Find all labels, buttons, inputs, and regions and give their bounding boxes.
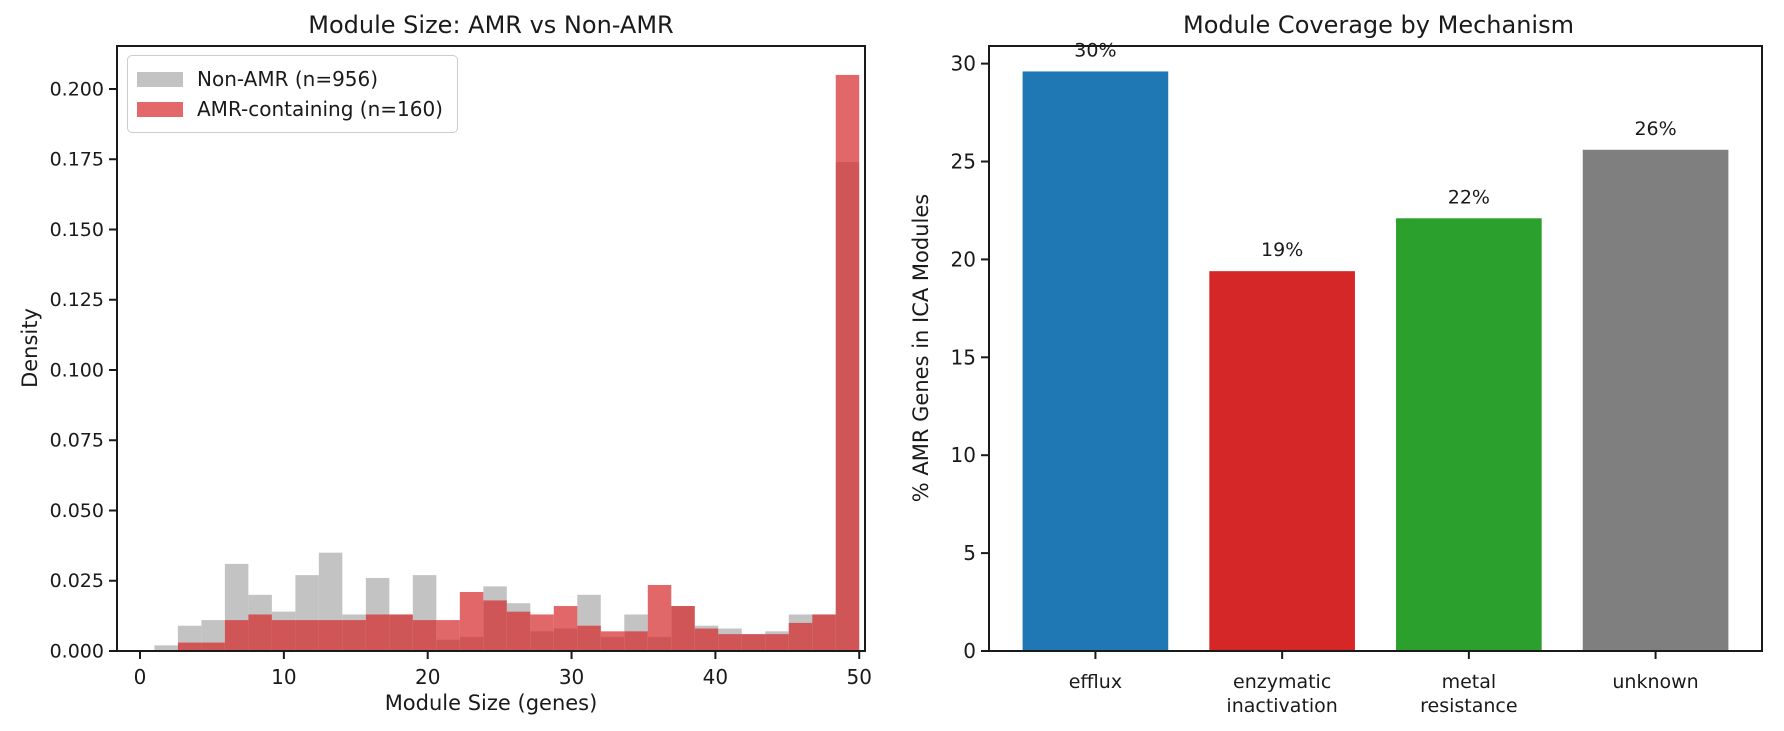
category-label: inactivation	[1226, 695, 1337, 717]
hist-bar	[765, 634, 789, 651]
x-tick-label: 30	[559, 665, 584, 689]
legend-label-non-amr: Non-AMR (n=956)	[197, 67, 379, 91]
bar-value-label: 30%	[1074, 39, 1116, 61]
histogram-title: Module Size: AMR vs Non-AMR	[308, 11, 674, 39]
hist-bar	[177, 642, 202, 651]
hist-bar	[271, 620, 296, 651]
amr-swatch-icon	[137, 101, 183, 117]
hist-bar	[718, 634, 742, 651]
bar-chart-plot: 0 5 10 15 20 25 30 30% 19% 22% 26% efflux enzymati…	[951, 39, 1763, 717]
hist-bar	[624, 631, 648, 651]
hist-bar	[436, 620, 460, 651]
hist-bar	[295, 620, 319, 651]
category-label: resistance	[1420, 695, 1517, 717]
bar-chart-bars	[1022, 71, 1729, 652]
y-tick-label: 5	[963, 541, 976, 565]
bar	[1396, 218, 1542, 651]
y-tick-label: 0.000	[50, 641, 104, 663]
y-tick-label: 0.150	[50, 219, 104, 241]
hist-bar	[154, 645, 178, 651]
bar-chart-title: Module Coverage by Mechanism	[1183, 11, 1574, 39]
hist-bar	[671, 606, 695, 651]
hist-bar	[224, 620, 249, 651]
y-tick-label: 15	[951, 345, 976, 369]
histogram-amr-bars	[177, 74, 860, 651]
category-label: unknown	[1612, 671, 1698, 693]
histogram-axes-spine	[116, 45, 866, 652]
hist-bar	[342, 620, 366, 651]
y-tick-label: 30	[951, 52, 976, 76]
histogram-subplot: Module Size: AMR vs Non-AMR Density Modu…	[18, 11, 872, 715]
hist-bar	[647, 584, 672, 651]
bar-value-label: 26%	[1634, 118, 1676, 140]
histogram-non-amr-bars	[154, 162, 860, 652]
hist-bar	[600, 631, 625, 651]
x-tick-label: 10	[271, 665, 296, 689]
histogram-tick-labels: 0.000 0.025 0.050 0.075 0.100 0.125 0.150 0.175…	[50, 78, 872, 689]
hist-bar	[741, 634, 766, 651]
y-tick-label: 0	[963, 639, 976, 663]
hist-bar	[577, 625, 601, 651]
y-tick-label: 20	[951, 247, 976, 271]
histogram-x-axis-label: Module Size (genes)	[384, 691, 598, 715]
bar-chart-tick-labels: 0 5 10 15 20 25 30	[951, 52, 976, 663]
non-amr-swatch-icon	[137, 71, 183, 87]
hist-bar	[248, 614, 272, 651]
hist-bar	[553, 606, 578, 651]
category-label: efflux	[1069, 671, 1122, 693]
hist-bar	[389, 614, 413, 651]
hist-bar	[694, 628, 719, 651]
category-label: metal	[1442, 671, 1497, 693]
bar	[1022, 71, 1169, 652]
x-tick-label: 0	[134, 665, 147, 689]
bar-value-label: 19%	[1261, 239, 1303, 261]
hist-bar	[201, 642, 225, 651]
histogram-plot: 0.000 0.025 0.050 0.075 0.100 0.125 0.150 0.175…	[50, 45, 872, 689]
x-tick-label: 50	[847, 665, 872, 689]
y-tick-label: 0.175	[50, 149, 104, 171]
y-tick-label: 10	[951, 443, 976, 467]
axes-box	[116, 45, 866, 652]
hist-bar	[835, 74, 860, 651]
y-tick-label: 0.100	[50, 359, 104, 381]
y-tick-label: 0.025	[50, 570, 104, 592]
bar	[1582, 149, 1729, 651]
hist-bar	[459, 591, 484, 651]
y-tick-label: 25	[951, 150, 976, 174]
hist-bar	[812, 614, 836, 651]
bar-value-label: 22%	[1448, 186, 1490, 208]
y-tick-label: 0.075	[50, 430, 104, 452]
y-tick-label: 0.050	[50, 500, 104, 522]
y-tick-label: 0.125	[50, 289, 104, 311]
bar-chart-subplot: Module Coverage by Mechanism % AMR Genes…	[892, 0, 1784, 731]
hist-bar	[506, 611, 531, 651]
hist-bar	[530, 614, 554, 651]
x-tick-label: 40	[703, 665, 728, 689]
hist-bar	[365, 614, 390, 651]
bar-chart-tick-marks	[981, 62, 1657, 659]
y-tick-label: 0.200	[50, 78, 104, 100]
legend-label-amr: AMR-containing (n=160)	[197, 97, 443, 121]
legend: Non-AMR (n=956) AMR-containing (n=160)	[127, 55, 458, 133]
hist-bar	[788, 622, 813, 651]
legend-row-amr: AMR-containing (n=160)	[137, 94, 443, 124]
x-tick-label: 20	[415, 665, 440, 689]
hist-bar	[483, 600, 507, 651]
hist-bar	[412, 620, 437, 651]
hist-bar	[318, 620, 343, 651]
legend-row-non-amr: Non-AMR (n=956)	[137, 64, 443, 94]
axes-box	[988, 45, 1763, 652]
bar-value-labels: 30% 19% 22% 26%	[1074, 39, 1676, 261]
histogram-tick-marks	[109, 87, 861, 659]
bar	[1209, 271, 1355, 651]
bar-chart-axes-spine	[988, 45, 1763, 652]
category-label: enzymatic	[1233, 671, 1331, 693]
